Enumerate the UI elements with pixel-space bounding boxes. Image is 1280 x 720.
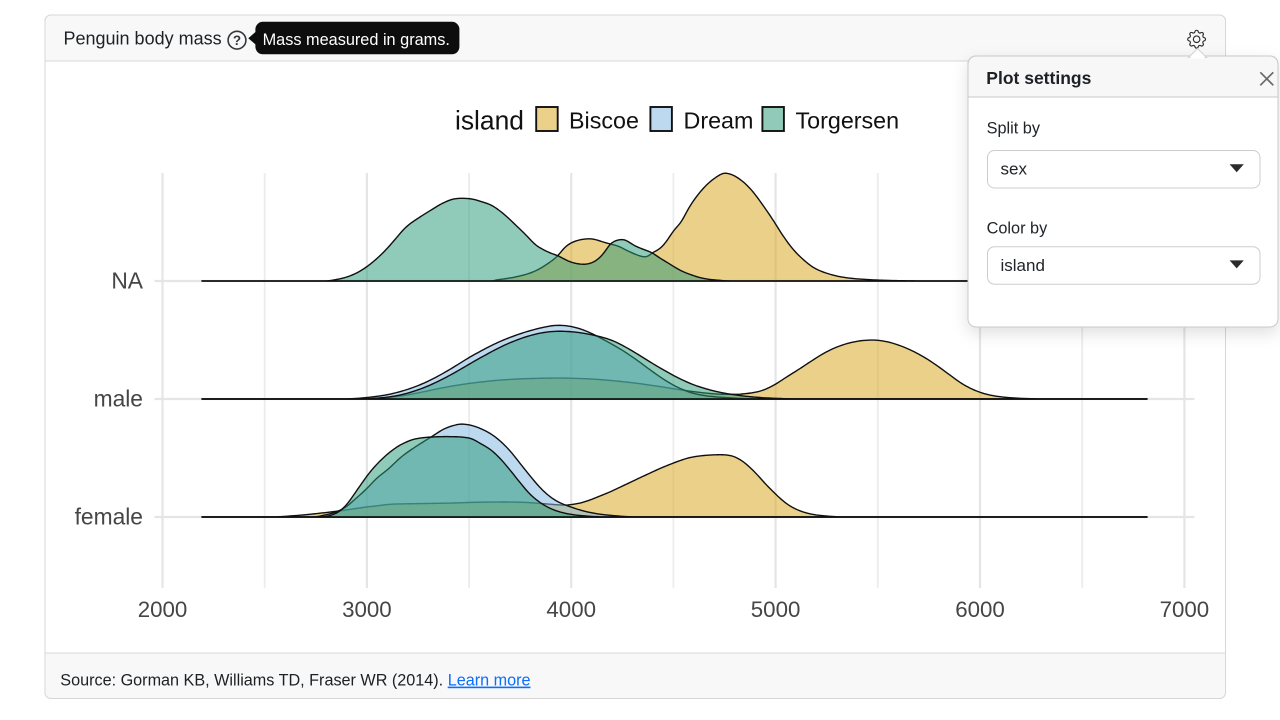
svg-text:male: male bbox=[94, 386, 143, 412]
svg-text:Source: Gorman KB, Williams TD: Source: Gorman KB, Williams TD, Fraser W… bbox=[60, 672, 530, 690]
svg-text:NA: NA bbox=[111, 268, 143, 294]
svg-text:island: island bbox=[455, 106, 524, 136]
svg-text:Plot settings: Plot settings bbox=[986, 68, 1091, 88]
svg-text:Biscoe: Biscoe bbox=[569, 108, 639, 134]
svg-text:3000: 3000 bbox=[342, 597, 392, 622]
svg-text:female: female bbox=[75, 504, 143, 530]
svg-text:6000: 6000 bbox=[955, 597, 1005, 622]
svg-text:Mass measured in grams.: Mass measured in grams. bbox=[263, 31, 450, 49]
svg-text:Split by: Split by bbox=[987, 119, 1041, 137]
svg-text:sex: sex bbox=[1001, 160, 1028, 179]
svg-text:Dream: Dream bbox=[684, 108, 754, 134]
svg-text:Torgersen: Torgersen bbox=[796, 108, 900, 134]
svg-text:7000: 7000 bbox=[1160, 597, 1210, 622]
svg-text:island: island bbox=[1001, 256, 1045, 275]
svg-text:4000: 4000 bbox=[546, 597, 596, 622]
svg-text:2000: 2000 bbox=[138, 597, 188, 622]
svg-text:Penguin body mass: Penguin body mass bbox=[64, 28, 222, 48]
svg-text:?: ? bbox=[233, 33, 241, 48]
svg-text:Color by: Color by bbox=[987, 219, 1048, 237]
svg-text:5000: 5000 bbox=[751, 597, 801, 622]
